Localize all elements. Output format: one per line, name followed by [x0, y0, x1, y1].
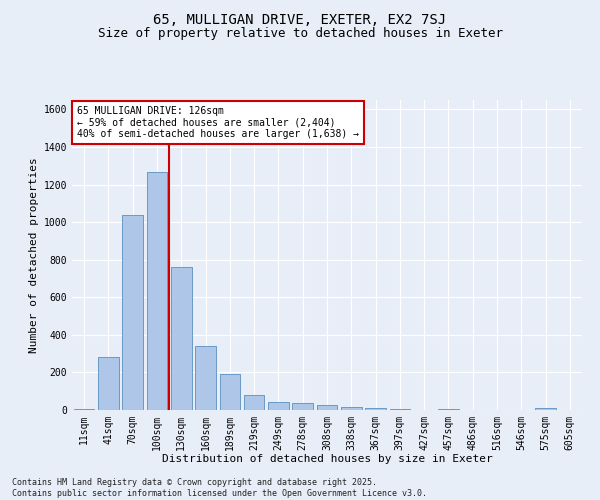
- Bar: [438, 409, 459, 410]
- Text: Size of property relative to detached houses in Exeter: Size of property relative to detached ho…: [97, 28, 503, 40]
- Bar: [171, 267, 191, 410]
- Text: Contains HM Land Registry data © Crown copyright and database right 2025.
Contai: Contains HM Land Registry data © Crown c…: [12, 478, 427, 498]
- Bar: [292, 403, 313, 410]
- Bar: [389, 409, 410, 410]
- Bar: [195, 346, 216, 410]
- X-axis label: Distribution of detached houses by size in Exeter: Distribution of detached houses by size …: [161, 454, 493, 464]
- Bar: [535, 408, 556, 410]
- Text: 65, MULLIGAN DRIVE, EXETER, EX2 7SJ: 65, MULLIGAN DRIVE, EXETER, EX2 7SJ: [154, 12, 446, 26]
- Y-axis label: Number of detached properties: Number of detached properties: [29, 157, 40, 353]
- Bar: [74, 409, 94, 410]
- Bar: [122, 214, 143, 410]
- Bar: [365, 408, 386, 410]
- Bar: [341, 406, 362, 410]
- Bar: [146, 172, 167, 410]
- Bar: [268, 402, 289, 410]
- Bar: [220, 374, 240, 410]
- Bar: [98, 358, 119, 410]
- Text: 65 MULLIGAN DRIVE: 126sqm
← 59% of detached houses are smaller (2,404)
40% of se: 65 MULLIGAN DRIVE: 126sqm ← 59% of detac…: [77, 106, 359, 140]
- Bar: [317, 404, 337, 410]
- Bar: [244, 395, 265, 410]
